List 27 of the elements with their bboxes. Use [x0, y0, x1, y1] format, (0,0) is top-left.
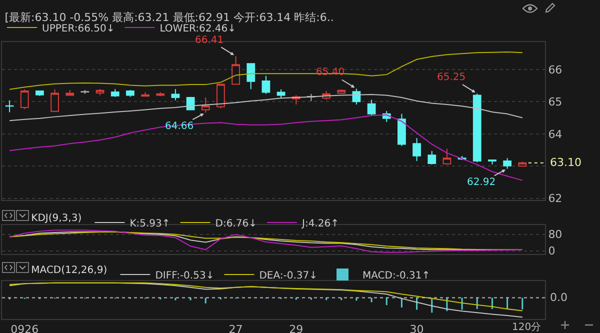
legend-label: MACD:-0.31↑ [362, 270, 430, 282]
ref-line-label: 63.10 [550, 156, 582, 169]
annotation: 65.25 [437, 72, 466, 83]
chart-title: [最新:63.10 -0.55% 最高:63.21 最低:62.91 今开:63.14 昨结:6.. [4, 10, 334, 24]
annotation: 66.41 [195, 35, 224, 46]
y-tick-label: 80 [548, 228, 562, 242]
y-tick-label: 64 [548, 128, 562, 141]
x-tick-label: 29 [289, 323, 304, 333]
legend-label: D:6.76↓ [215, 218, 257, 230]
legend-label: LOWER:62.46↓ [160, 23, 236, 34]
x-tick-label: 30 [410, 323, 424, 333]
legend-label: K:5.93↑ [130, 218, 170, 230]
y-tick-label: 66 [548, 63, 562, 76]
legend-title: KDJ(9,3,3) [31, 213, 82, 224]
text: 120分 [512, 321, 542, 333]
annotation: 62.92 [467, 177, 496, 188]
y-tick-label: 65 [548, 96, 562, 108]
legend-label: J:4.26↑ [301, 218, 339, 230]
y-tick-label: 0 [548, 244, 556, 258]
ref-line-label: 0.0 [550, 291, 568, 304]
x-tick-label: 0926 [10, 323, 39, 333]
legend-label: DEA:-0.37↓ [259, 270, 318, 282]
legend-title: MACD(12,26,9) [31, 265, 108, 276]
legend-label: DIFF:-0.53↓ [155, 270, 214, 282]
legend-label: UPPER:66.50↓ [42, 23, 115, 34]
x-tick-label: 27 [228, 323, 243, 333]
y-tick-label: 62 [548, 192, 562, 206]
